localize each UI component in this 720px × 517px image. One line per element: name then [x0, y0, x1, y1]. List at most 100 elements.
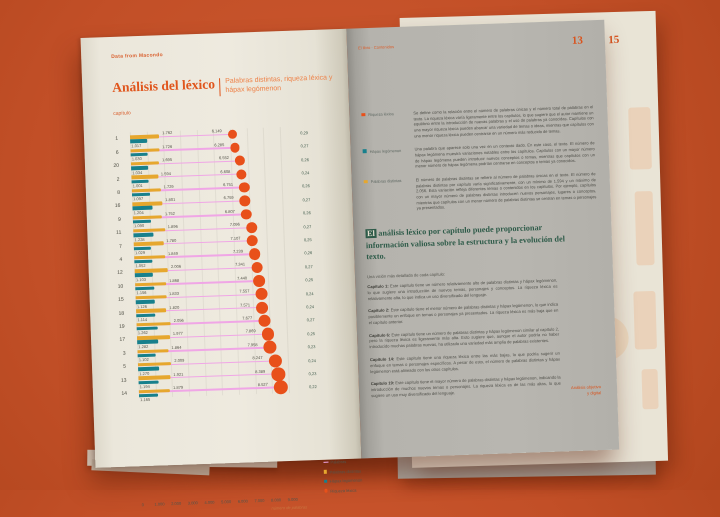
legend-swatch	[323, 470, 328, 474]
palabras-value: 6.285	[214, 141, 225, 148]
riqueza-dot	[255, 287, 268, 301]
distintas-value: 1.780	[166, 237, 177, 243]
palabras-value: 7.557	[239, 288, 250, 294]
distintas-value: 1.896	[167, 223, 178, 230]
chapter-paragraph: Capítulo 14: Este capítulo tiene una riq…	[369, 350, 561, 374]
riqueza-value: 0,26	[301, 183, 310, 189]
riqueza-value: 0,26	[304, 250, 313, 256]
decorative-blob	[634, 191, 655, 266]
chapter-paragraph: Capítulo 6: Este capítulo tiene un númer…	[368, 326, 560, 350]
distintas-bar	[138, 375, 171, 380]
chart-legend: Palabras Palabras distintas Hápax legómeno…	[323, 458, 362, 497]
chapter-paragraph: Capítulo 2: Este capítulo tiene el menor…	[368, 301, 559, 326]
palabras-value: 6.552	[218, 155, 230, 161]
x-axis-tick: 2.000	[171, 500, 182, 507]
distintas-value: 1.726	[162, 143, 173, 150]
definition-text: El número de palabras distintas se refie…	[415, 171, 597, 211]
riqueza-dot	[236, 168, 247, 180]
distintas-value: 1.977	[172, 331, 183, 337]
legend-label: Palabras distintas	[329, 468, 362, 475]
legend-item: Riqueza léxica	[324, 487, 362, 493]
left-page: Data from Macondo Análisis del léxico Pa…	[80, 28, 362, 511]
riqueza-value: 0,29	[300, 129, 309, 136]
chapter-label: Capítulo 1:	[367, 283, 389, 290]
riqueza-dot	[253, 274, 266, 287]
riqueza-dot	[245, 221, 258, 234]
chapter-number: 19	[118, 323, 125, 330]
legend-label: Hápax legómenon	[329, 477, 363, 484]
heading-rest: análisis léxico por capítulo puede propo…	[365, 223, 566, 262]
x-axis-tick: 3.000	[187, 500, 198, 506]
definition-text: Se define como la relación entre el núme…	[413, 104, 594, 139]
distintas-value: 1.864	[171, 344, 182, 350]
legend-label: Palabras	[330, 459, 347, 465]
x-axis-tick: 5.000	[221, 499, 232, 505]
chapter-number: 16	[114, 203, 121, 210]
riqueza-value: 0,27	[302, 196, 311, 203]
x-axis-title: número de palabras	[271, 504, 308, 511]
riqueza-value: 0,27	[300, 143, 309, 149]
distintas-value: 1.868	[169, 277, 180, 283]
distintas-value: 2.009	[174, 357, 185, 364]
chapter-number: 4	[119, 256, 123, 263]
page-subtitle: Palabras distintas, riqueza léxica y háp…	[219, 74, 336, 96]
palabras-value: 7.677	[242, 315, 253, 321]
riqueza-value: 0,26	[301, 156, 309, 163]
riqueza-dot	[234, 155, 246, 167]
legend-item: Hápax legómenon	[324, 477, 363, 484]
palabras-value: 7.341	[234, 261, 246, 268]
x-axis-tick: 1.000	[154, 501, 165, 507]
distintas-value: 1.695	[161, 157, 173, 163]
palabras-value: 6.759	[223, 195, 234, 201]
chapter-number: 15	[118, 296, 124, 304]
x-axis-tick: 8.000	[271, 497, 282, 503]
riqueza-value: 0,23	[307, 344, 316, 350]
riqueza-value: 0,25	[303, 237, 312, 243]
chapter-number: 6	[115, 149, 119, 156]
chapter-paragraph: Capítulo 1: Este capítulo tiene un númer…	[367, 277, 558, 302]
riqueza-value: 0,24	[301, 170, 310, 176]
y-axis-label: capítulo	[113, 110, 131, 117]
distintas-value: 1.752	[164, 210, 175, 217]
riqueza-value: 0,25	[305, 277, 314, 283]
x-axis-tick: 4.000	[204, 499, 215, 506]
chapter-number: 17	[119, 337, 126, 344]
x-axis-tick: 9.000	[287, 496, 298, 503]
chapter-label: Capítulo 6:	[368, 331, 391, 338]
intro-line: Una visión más detallada de cada capítul…	[366, 271, 446, 280]
section-heading: El análisis léxico por capítulo puede pr…	[365, 221, 572, 263]
riqueza-value: 0,23	[308, 371, 317, 377]
lexical-chart: 0 1.000 2.000 3.000 4.000 5.000 6.000 7.000 8.00…	[84, 125, 362, 511]
chapter-number: 12	[117, 270, 123, 277]
riqueza-value: 0,24	[306, 304, 315, 310]
palabras-value: 7.958	[247, 341, 258, 348]
riqueza-dot	[255, 301, 269, 314]
palabras-value: 7.869	[245, 328, 256, 334]
definitions-list: Riqueza léxica Se define como la relación…	[361, 104, 597, 221]
riqueza-dot	[240, 208, 252, 220]
distintas-bar	[131, 174, 159, 180]
running-head-right: El libro · Contenidos	[357, 44, 395, 51]
chapter-number: 18	[118, 310, 125, 317]
definition-term: Palabras distintas	[363, 177, 417, 213]
chapter-number: 2	[116, 176, 120, 183]
riqueza-dot	[261, 327, 275, 341]
riqueza-dot	[246, 235, 258, 247]
legend-swatch	[324, 479, 328, 483]
back-page-number: 15	[608, 33, 620, 47]
chapter-number: 20	[113, 162, 120, 170]
definition-item: Hápax legómenon Una palabra que aparece s…	[362, 141, 596, 172]
riqueza-dot	[250, 261, 263, 274]
distintas-bar	[137, 348, 169, 354]
distintas-value: 1.921	[173, 371, 184, 377]
definition-marker	[363, 179, 368, 184]
chapter-number: 8	[117, 189, 121, 196]
chapter-number: 3	[122, 350, 126, 357]
palabras-value: 8.389	[255, 368, 266, 374]
chapter-number: 11	[116, 229, 122, 237]
riqueza-dot	[263, 340, 277, 355]
page-title: Análisis del léxico	[112, 76, 216, 95]
palabras-value: 7.571	[239, 301, 251, 308]
chapter-number: 7	[118, 243, 122, 250]
definition-item: Palabras distintas El número de palabras …	[363, 171, 597, 213]
